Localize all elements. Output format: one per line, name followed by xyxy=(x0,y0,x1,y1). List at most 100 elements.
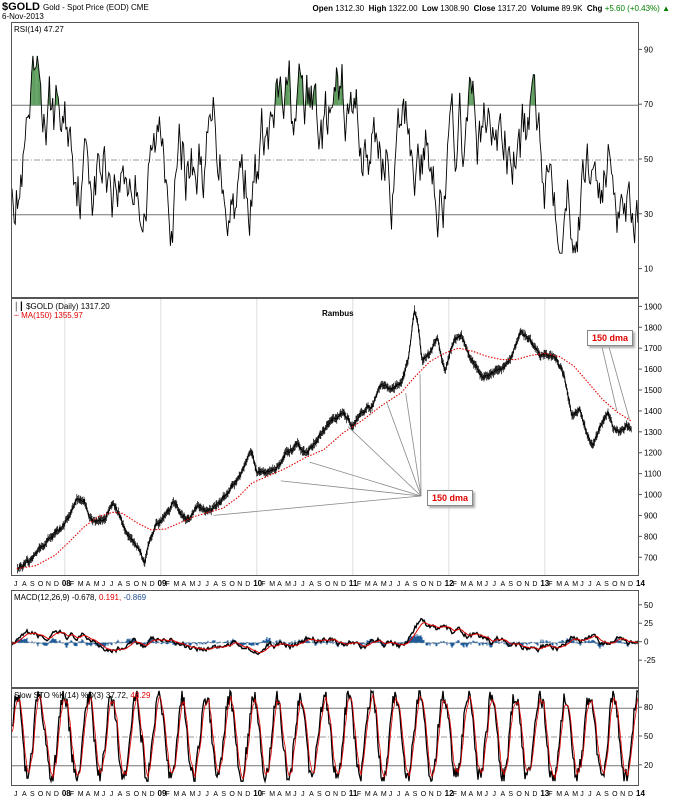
x-axis-label: 12 xyxy=(445,789,454,798)
rsi-axis-label: 50 xyxy=(644,155,653,164)
x-axis: J A S O N D 08 F M A M J J A S O N D 09 F M A M J J A S O N D 10 F M A M J J… xyxy=(14,579,645,588)
x-axis-label: M xyxy=(572,581,578,588)
x-axis-label: 13 xyxy=(540,579,549,588)
macd-hist-value: -0.869 xyxy=(123,593,147,602)
x-axis-label: F xyxy=(357,791,361,798)
x-axis-label: J xyxy=(588,791,592,798)
x-axis-label: 10 xyxy=(253,789,262,798)
x-axis-label: A xyxy=(309,791,314,798)
x-axis-label: S xyxy=(221,581,226,588)
rsi-axis-label: 70 xyxy=(644,100,653,109)
x-axis-label: J xyxy=(580,581,584,588)
price-axis-label: 1500 xyxy=(644,386,662,395)
x-axis-label: J xyxy=(110,791,114,798)
price-line xyxy=(17,310,632,570)
x-axis-label: S xyxy=(413,581,418,588)
x-axis-label: A xyxy=(564,791,569,798)
x-axis-label: J xyxy=(102,581,106,588)
x-axis-label: O xyxy=(38,581,44,588)
x-axis-label: M xyxy=(381,791,387,798)
x-axis-label: 14 xyxy=(636,579,645,588)
x-axis-label: M xyxy=(461,581,467,588)
x-axis-label: O xyxy=(325,581,331,588)
dotted-line-icon: ┄ xyxy=(14,311,19,320)
x-axis-label: D xyxy=(245,791,250,798)
symbol: $GOLD xyxy=(2,1,40,13)
price-axis-label: 900 xyxy=(644,511,658,520)
x-axis-label: M xyxy=(78,581,84,588)
x-axis-label: N xyxy=(46,581,51,588)
x-axis-label: A xyxy=(181,791,186,798)
x-axis-label: N xyxy=(620,791,625,798)
annotation-line xyxy=(405,393,422,497)
x-axis-label: M xyxy=(477,791,483,798)
low-label: Low xyxy=(421,4,438,13)
x-axis-label: N xyxy=(429,791,434,798)
quote-summary: Open 1312.30 High 1322.00 Low 1308.90 Cl… xyxy=(313,4,670,13)
x-axis-label: N xyxy=(46,791,51,798)
macd-axis-label: 25 xyxy=(644,619,653,628)
x-axis-label: A xyxy=(405,791,410,798)
price-axis-label: 1400 xyxy=(644,407,662,416)
x-axis-label: J xyxy=(301,581,305,588)
x-axis-label: M xyxy=(94,581,100,588)
annotation-line xyxy=(309,461,422,497)
x-axis-label: S xyxy=(508,581,513,588)
annotation-line xyxy=(280,480,422,497)
x-axis-label: J xyxy=(14,791,18,798)
price-axis-label: 1900 xyxy=(644,302,662,311)
x-axis-label: O xyxy=(516,791,522,798)
sto-legend-head: Slow STO %K(14) %D(3) xyxy=(14,691,104,700)
price-axis-label: 700 xyxy=(644,553,658,562)
x-axis-label: A xyxy=(86,791,91,798)
annotation-line xyxy=(347,426,422,497)
x-axis-label: O xyxy=(421,581,427,588)
price-axis-label: 1100 xyxy=(644,470,662,479)
macd-signal-line xyxy=(12,622,638,654)
x-axis-label: M xyxy=(285,581,291,588)
sto-d-line xyxy=(12,693,638,780)
annotation-line xyxy=(601,346,618,411)
macd-axis-label: 0 xyxy=(644,638,649,647)
x-axis-label: J xyxy=(588,581,592,588)
open-label: Open xyxy=(312,4,333,13)
x-axis-label: A xyxy=(22,581,27,588)
macd-legend: MACD(12,26,9) -0.678, 0.191, -0.869 xyxy=(14,593,146,602)
x-axis-label: O xyxy=(516,581,522,588)
x-axis-label: M xyxy=(173,791,179,798)
open-value: 1312.30 xyxy=(335,4,365,13)
macd-legend-head: MACD(12,26,9) xyxy=(14,593,70,602)
rsi-line xyxy=(12,55,638,254)
x-axis-label: S xyxy=(317,791,322,798)
price-axis-label: 800 xyxy=(644,532,658,541)
x-axis-label: M xyxy=(173,581,179,588)
x-axis-label: O xyxy=(229,581,235,588)
x-axis-label: 12 xyxy=(445,579,454,588)
ma-legend-text: MA(150) 1355.97 xyxy=(21,311,83,320)
macd-axis-label: 50 xyxy=(644,601,653,610)
x-axis-label: M xyxy=(365,791,371,798)
price-y-axis: 700 800 900 1000 1100 1200 1300 1400 1500 1600 170… xyxy=(639,302,662,562)
x-axis-label: A xyxy=(596,581,601,588)
x-axis-label: O xyxy=(421,791,427,798)
macd-axis-label: -25 xyxy=(644,656,656,665)
x-axis-label: F xyxy=(453,581,457,588)
x-axis-label: M xyxy=(477,581,483,588)
x-axis-label: M xyxy=(189,581,195,588)
x-axis-label: A xyxy=(373,581,378,588)
x-axis-label: J xyxy=(492,791,496,798)
x-axis-label: F xyxy=(70,791,74,798)
symbol-title: $GOLD Gold - Spot Price (EOD) CME xyxy=(2,1,149,13)
x-axis-label: D xyxy=(245,581,250,588)
x-axis-label: O xyxy=(229,791,235,798)
callout-150dma-lower: 150 dma xyxy=(427,490,474,506)
x-axis-label: A xyxy=(500,581,505,588)
macd-y-axis: -25 0 25 50 xyxy=(639,601,656,665)
x-axis-label: A xyxy=(373,791,378,798)
price-axis-label: 1200 xyxy=(644,449,662,458)
x-axis-label: A xyxy=(405,581,410,588)
x-axis-label: S xyxy=(508,791,513,798)
sto-axis-label: 20 xyxy=(644,761,653,770)
x-axis-label: J xyxy=(301,791,305,798)
price-legend-text: $GOLD (Daily) 1317.20 xyxy=(26,302,110,311)
